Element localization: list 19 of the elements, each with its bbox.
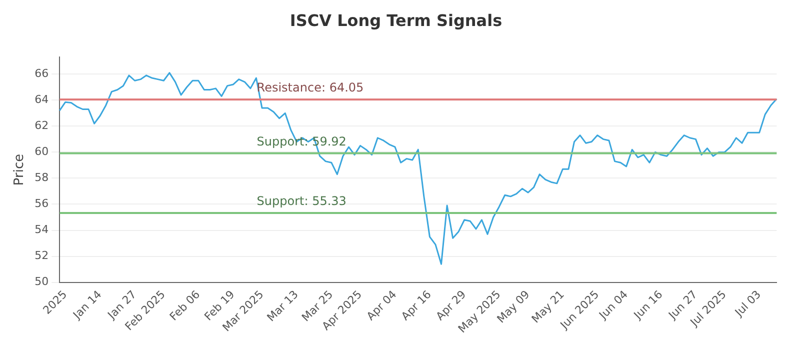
y-tick-label: 52 [34,249,49,262]
x-tick-label: Jul 03 [732,288,764,320]
x-tick-label: Jun 16 [630,288,666,322]
y-tick-label: 56 [34,197,49,210]
x-tick-label: Apr 04 [364,288,400,323]
y-tick-label: 64 [34,93,49,106]
y-tick-label: 58 [34,171,49,184]
x-tick-label: Feb 06 [167,288,203,324]
ref-line-label: Support: 55.33 [256,194,346,208]
x-tick-label: Mar 13 [264,288,301,324]
y-tick-label: 60 [34,145,49,158]
x-tick-label: Apr 16 [398,288,434,323]
chart-title: ISCV Long Term Signals [290,10,502,30]
y-tick-label: 54 [34,223,49,236]
y-tick-label: 66 [34,66,49,80]
x-tick-label: Jan 14 [70,288,104,322]
y-tick-label: 50 [34,275,49,288]
y-tick-label: 62 [34,119,49,132]
y-axis-title: Price [12,154,28,186]
